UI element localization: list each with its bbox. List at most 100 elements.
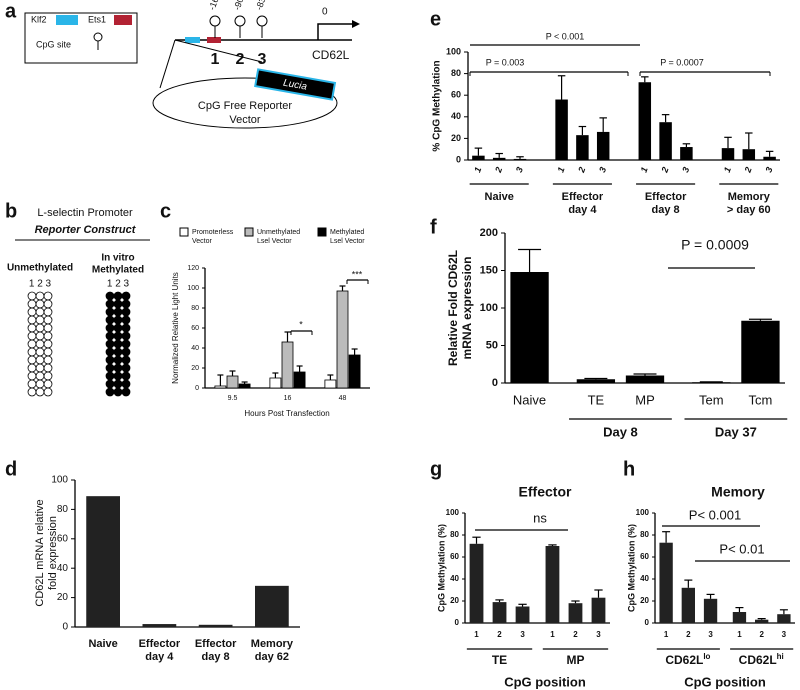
cpg-methylated: [121, 355, 131, 365]
y-axis-label: CpG Methylation (%): [436, 524, 446, 612]
position-label: -83: [254, 0, 268, 11]
cpg-open: [35, 315, 45, 325]
cpg-open: [43, 339, 53, 349]
cpg-open: [27, 339, 37, 349]
diagram-b: L-selectin Promoter Reporter Construct U…: [7, 207, 150, 290]
cpg-site: [234, 15, 246, 27]
group-label: day 4: [568, 204, 597, 216]
y-tick-label: 0: [195, 385, 199, 392]
x-tick-label: day 4: [145, 651, 174, 663]
y-axis-label: Relative Fold CD62L: [446, 250, 460, 366]
cpg-open: [43, 355, 53, 365]
panel-label: a: [5, 0, 17, 22]
x-tick-label: 1: [555, 166, 566, 174]
cpg-open: [43, 387, 53, 397]
x-tick-label: 1: [722, 166, 733, 174]
y-tick-label: 100: [51, 475, 68, 486]
x-axis-label: CpG position: [504, 674, 586, 689]
y-tick-label: 20: [450, 596, 459, 605]
y-tick-label: 150: [480, 264, 498, 276]
y-axis-label: Normalized Relative Light Units: [171, 272, 180, 384]
cpg-methylated: [113, 355, 123, 365]
x-tick-label: 9.5: [228, 395, 238, 402]
cpg-methylated: [105, 315, 115, 325]
y-tick-label: 100: [446, 46, 461, 56]
cpg-open: [35, 291, 45, 301]
cpg-open: [43, 299, 53, 309]
x-tick-label: 3: [782, 630, 787, 639]
y-tick-label: 40: [57, 563, 69, 574]
x-tick-label: 1: [474, 630, 479, 639]
bar: [198, 624, 233, 627]
cpg-open: [27, 363, 37, 373]
x-tick-label: 3: [708, 630, 713, 639]
x-tick-label: 3: [596, 630, 601, 639]
cpg-methylated: [113, 387, 123, 397]
x-tick-label: 2: [493, 166, 504, 175]
cpg-open: [35, 371, 45, 381]
x-tick-label: 2: [759, 630, 764, 639]
group-label: Memory: [728, 191, 771, 203]
y-tick-label: 0: [62, 622, 68, 633]
group-label: Day 8: [603, 424, 638, 439]
cpg-open: [43, 347, 53, 357]
site-number: 3: [258, 51, 267, 68]
cpg-open: [43, 315, 53, 325]
cpg-methylated: [113, 307, 123, 317]
x-tick-label: 3: [597, 166, 608, 174]
x-tick-label: 2: [573, 630, 578, 639]
y-tick-label: 0: [492, 377, 498, 389]
x-tick-label: 1: [639, 166, 650, 174]
cpg-methylated: [105, 299, 115, 309]
y-tick-label: 200: [480, 227, 498, 239]
y-tick-label: 0: [455, 618, 460, 627]
legend-label: Ets1: [88, 14, 106, 24]
cpg-methylated: [113, 299, 123, 309]
annotation: P< 0.01: [719, 541, 764, 556]
x-tick-label: day 8: [202, 651, 230, 663]
cpg-methylated: [121, 307, 131, 317]
x-tick-label: Effector: [139, 638, 181, 650]
bar: [741, 320, 780, 383]
cpg-methylated: [105, 339, 115, 349]
cpg-icon: [93, 32, 103, 42]
y-tick-label: 100: [480, 302, 498, 314]
cpg-open: [43, 307, 53, 317]
annotation: P< 0.001: [689, 507, 741, 522]
legend-label: Promoterless: [192, 229, 234, 236]
cpg-open: [27, 347, 37, 357]
y-tick-label: 80: [191, 305, 199, 312]
cpg-open: [35, 355, 45, 365]
x-tick-label: 1: [472, 166, 483, 174]
cpg-methylated: [121, 291, 131, 301]
cpg-open: [43, 371, 53, 381]
vector-line: [174, 39, 263, 63]
cpg-open: [35, 347, 45, 357]
cpg-methylated: [113, 379, 123, 389]
site-numbers: 1 2 3: [107, 279, 130, 290]
x-tick-label: Naive: [513, 392, 546, 407]
cpg-methylated: [121, 371, 131, 381]
group-label: day 8: [652, 204, 680, 216]
cpg-open: [27, 371, 37, 381]
bar: [492, 602, 507, 623]
y-tick-label: 50: [486, 339, 498, 351]
bar: [755, 619, 769, 623]
y-axis-label: fold expression: [47, 516, 59, 590]
group-label: Effector: [562, 191, 604, 203]
legend-label: Methylated: [330, 229, 364, 236]
y-tick-label: 40: [451, 111, 461, 121]
cpg-methylated: [113, 339, 123, 349]
group-label: CD62L: [665, 653, 703, 667]
cpg-methylated: [105, 347, 115, 357]
y-tick-label: 0: [456, 154, 461, 164]
bar: [336, 290, 349, 389]
cpg-open: [35, 299, 45, 309]
annotation: P < 0.001: [546, 31, 585, 41]
annotation: *: [299, 319, 303, 329]
legend-swatch: [317, 227, 327, 237]
y-tick-label: 100: [636, 508, 650, 517]
x-tick-label: 2: [742, 166, 753, 175]
cpg-methylated: [105, 331, 115, 341]
reporter-label: Lucia: [282, 78, 308, 93]
